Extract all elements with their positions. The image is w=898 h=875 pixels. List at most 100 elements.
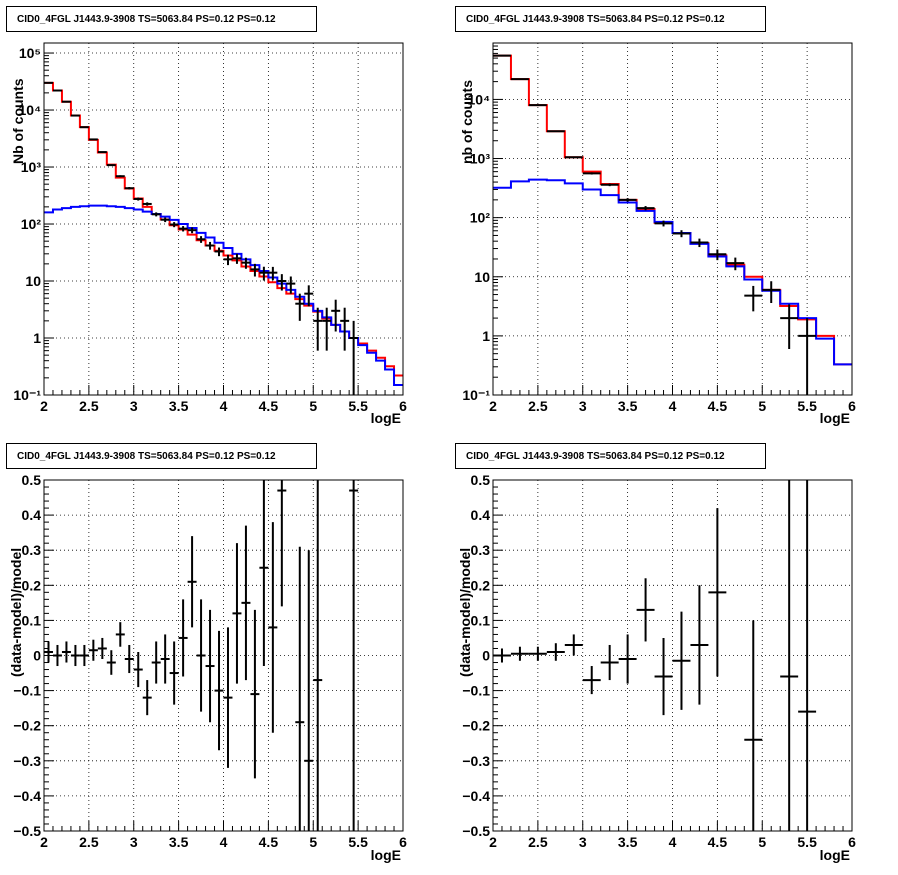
- data-point: [690, 238, 709, 248]
- data-point: [133, 651, 143, 688]
- y-tick-label: 10: [25, 273, 41, 289]
- data-point: [106, 650, 116, 675]
- y-tick-label: 10³: [21, 159, 42, 175]
- data-point: [672, 230, 691, 238]
- grid-lines: [43, 43, 404, 396]
- y-axis-label: (data-model)/model: [457, 547, 473, 677]
- plot-frame: [492, 479, 853, 832]
- data-point: [798, 318, 817, 395]
- x-tick-label: 4: [669, 834, 677, 850]
- data-point: [798, 480, 817, 831]
- x-tick-label: 3: [130, 834, 138, 850]
- series-line-blue: [44, 204, 403, 386]
- plot-frame: [43, 479, 404, 832]
- x-axis-label: logE: [370, 410, 401, 426]
- y-tick-label: −0.3: [462, 753, 490, 769]
- x-tick-label: 4.5: [259, 398, 279, 414]
- plot-area: [493, 54, 852, 395]
- data-point: [780, 480, 799, 831]
- y-tick-label: 1: [482, 328, 490, 344]
- y-tick-label: 0.4: [471, 507, 491, 523]
- data-point: [600, 183, 619, 187]
- y-tick-label: 0.1: [471, 612, 491, 628]
- y-tick-label: 0.1: [22, 612, 42, 628]
- data-point: [618, 634, 637, 684]
- data-point: [331, 299, 341, 332]
- chart-svg: 2 2.5 3 3.5 4 4.5 5 5.5 6 −0.5 −0.4 −0.3 −0.2 −0.1 0 0.…: [462, 472, 856, 850]
- data-point: [115, 175, 125, 178]
- data-point: [106, 164, 116, 167]
- y-tick-label: −0.4: [462, 788, 490, 804]
- data-point: [340, 307, 350, 351]
- chart-title: CID0_4FGL J1443.9-3908 TS=5063.84 PS=0.1…: [455, 6, 766, 32]
- x-tick-label: 3: [579, 834, 587, 850]
- data-point: [88, 639, 98, 661]
- data-point: [88, 138, 98, 141]
- plot-area: [44, 480, 359, 831]
- y-tick-label: 10⁻¹: [462, 387, 490, 403]
- x-tick-label: 3.5: [169, 834, 189, 850]
- data-point: [510, 646, 529, 661]
- data-point: [214, 630, 224, 751]
- data-point: [313, 307, 323, 351]
- data-point: [187, 227, 197, 234]
- x-tick-label: 4.5: [259, 834, 279, 850]
- data-point: [250, 263, 260, 277]
- grid-lines: [43, 479, 404, 832]
- x-tick-label: 4: [220, 834, 228, 850]
- data-point: [187, 536, 197, 628]
- x-tick-label: 5.5: [348, 834, 368, 850]
- data-point: [726, 257, 745, 271]
- x-tick-label: 2: [489, 398, 497, 414]
- data-point: [546, 130, 565, 133]
- data-point: [618, 198, 637, 202]
- y-tick-label: −0.2: [462, 718, 490, 734]
- data-point: [124, 644, 134, 674]
- x-axis-label: logE: [819, 410, 850, 426]
- data-point: [223, 254, 233, 266]
- y-tick-label: 10²: [470, 210, 491, 226]
- data-point: [690, 585, 709, 705]
- y-tick-label: 1: [33, 330, 41, 346]
- y-tick-label: 0.5: [22, 472, 42, 488]
- chart-title: CID0_4FGL J1443.9-3908 TS=5063.84 PS=0.1…: [6, 443, 317, 469]
- data-point: [79, 126, 89, 129]
- axis-ticks: [492, 42, 853, 396]
- y-tick-label: 0.3: [22, 542, 42, 558]
- data-point: [528, 104, 547, 107]
- data-point: [151, 641, 161, 684]
- x-tick-label: 2: [489, 834, 497, 850]
- x-tick-label: 3.5: [618, 834, 638, 850]
- plot-frame: [43, 42, 404, 396]
- x-tick-label: 6: [848, 834, 856, 850]
- x-tick-label: 5.5: [348, 398, 368, 414]
- data-point: [241, 525, 251, 681]
- y-tick-label: 10⁻¹: [13, 387, 41, 403]
- data-point: [672, 611, 691, 710]
- plot-frame: [492, 42, 853, 396]
- chart-svg: 2 2.5 3 3.5 4 4.5 5 5.5 6 10⁻¹ 1 10 10² 10³ 10⁴ 10⁵: [13, 42, 407, 414]
- data-point: [151, 212, 161, 217]
- data-point: [205, 609, 215, 723]
- x-tick-label: 5: [758, 398, 766, 414]
- data-point: [142, 202, 152, 206]
- y-tick-label: −0.3: [13, 753, 41, 769]
- y-tick-label: −0.5: [13, 823, 41, 839]
- chart-panel-residuals-coarse: CID0_4FGL J1443.9-3908 TS=5063.84 PS=0.1…: [449, 437, 898, 874]
- y-tick-label: 10⁴: [19, 102, 42, 118]
- data-point: [322, 307, 332, 351]
- x-tick-label: 4.5: [708, 398, 728, 414]
- data-point: [160, 634, 170, 684]
- data-point: [214, 247, 224, 257]
- data-point: [61, 641, 71, 663]
- x-tick-label: 2.5: [79, 834, 99, 850]
- y-axis-label: Nb of counts: [10, 78, 26, 164]
- x-axis-label: logE: [370, 847, 401, 863]
- x-tick-label: 3.5: [618, 398, 638, 414]
- data-point: [115, 622, 125, 647]
- y-tick-label: −0.4: [13, 788, 41, 804]
- x-tick-label: 2.5: [79, 398, 99, 414]
- data-point: [582, 172, 601, 175]
- data-point: [708, 249, 727, 261]
- x-tick-label: 5.5: [797, 834, 817, 850]
